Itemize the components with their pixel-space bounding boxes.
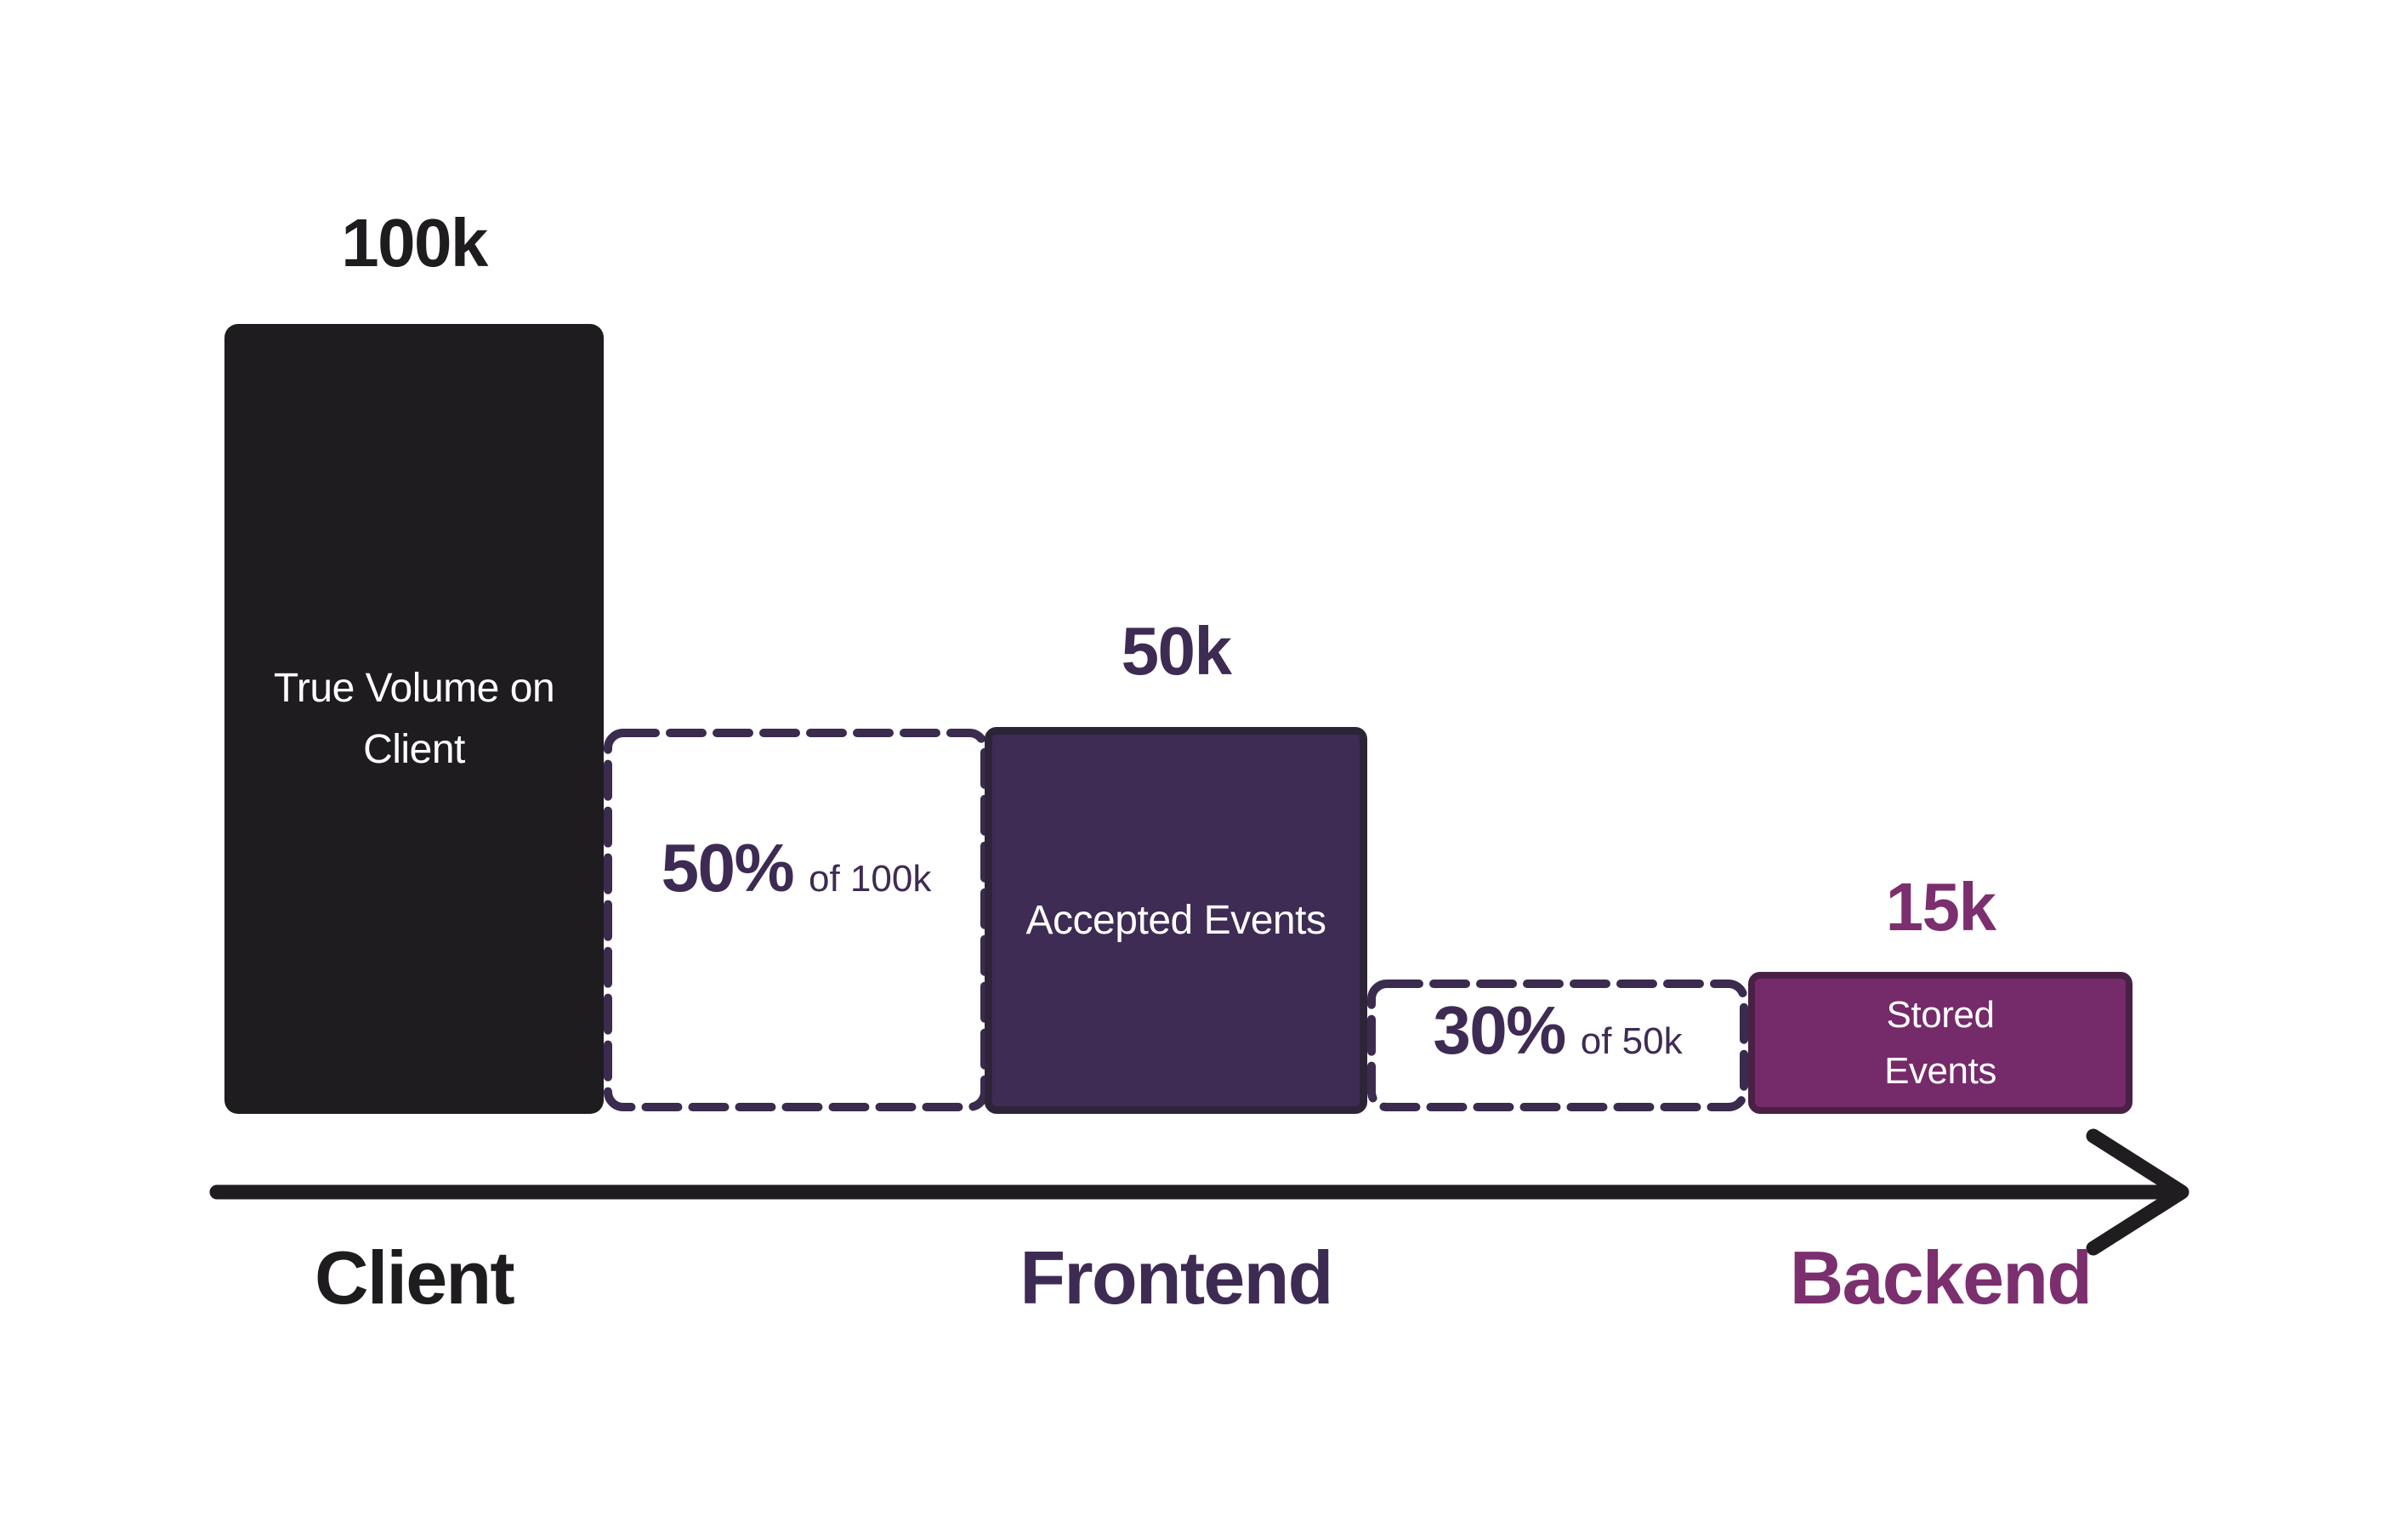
accepted-events-bar: Accepted Events — [985, 727, 1367, 1114]
client-count-label: 100k — [341, 205, 488, 281]
axis-label-backend: Backend — [1789, 1235, 2093, 1320]
drop-50-annotation: 50% of 100k — [604, 729, 989, 1111]
client-bar-label: True Volume on Client — [273, 658, 555, 781]
drop-30-of-label: of 50k — [1580, 1020, 1683, 1062]
drop-50-percent: 50% — [661, 830, 795, 906]
drop-30-dashed-box — [1367, 980, 1748, 1111]
stored-events-bar-label-line-2: Events — [1884, 1049, 1996, 1092]
stored-events-bar-label-line-1: Stored — [1886, 993, 1995, 1036]
drop-50-of-label: of 100k — [808, 858, 932, 900]
stored-events-bar-label: Stored Events — [1884, 987, 1996, 1099]
axis-label-client: Client — [315, 1235, 515, 1320]
backend-count-label: 15k — [1885, 869, 1996, 945]
flow-arrow — [209, 1128, 2189, 1256]
client-volume-bar: True Volume on Client — [224, 324, 604, 1114]
accepted-events-bar-label-line-1: Accepted Events — [1025, 897, 1326, 943]
frontend-count-label: 50k — [1121, 613, 1232, 689]
client-bar-label-line-1: True Volume on — [273, 665, 555, 711]
accepted-events-bar-label: Accepted Events — [1025, 895, 1326, 946]
drop-30-annotation: 30% of 50k — [1367, 980, 1748, 1111]
axis-label-frontend: Frontend — [1019, 1235, 1333, 1320]
drop-30-percent: 30% — [1433, 992, 1566, 1068]
client-bar-label-line-2: Client — [363, 726, 465, 772]
stored-events-bar: Stored Events — [1748, 972, 2133, 1114]
